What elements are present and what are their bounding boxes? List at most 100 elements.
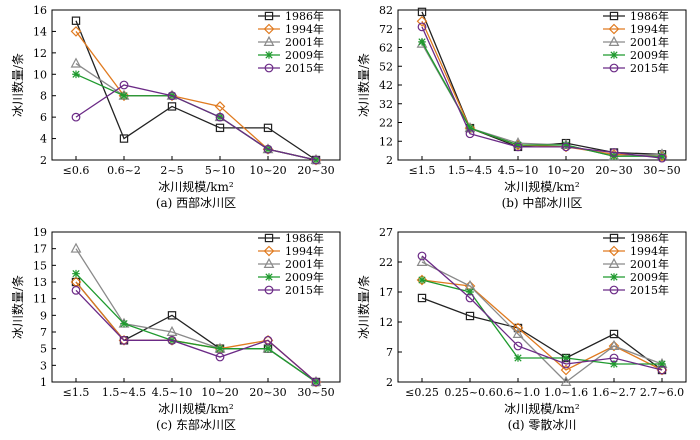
legend-marker: [265, 273, 273, 281]
plot-frame: [51, 9, 341, 161]
legend-label: 2001年: [630, 35, 669, 49]
data-point: [562, 354, 570, 362]
legend-label: 2015年: [285, 61, 324, 75]
panel-caption: (b) 中部冰川区: [502, 195, 583, 210]
data-point: [416, 274, 428, 286]
y-tick-label: 22: [379, 117, 393, 130]
series-line: [75, 31, 317, 161]
series-4: [418, 276, 666, 368]
x-tick-label: 1.5~4.5: [448, 164, 492, 177]
y-tick-label: 19: [33, 226, 47, 239]
data-point: [417, 251, 427, 261]
data-point: [119, 335, 129, 345]
series-line: [421, 279, 663, 371]
legend-marker: [609, 63, 619, 73]
x-tick-label: 1.5~4.5: [102, 386, 146, 399]
x-axis-label: 冰川规模/km²: [158, 179, 234, 194]
data-point: [416, 15, 428, 27]
data-point: [418, 276, 426, 284]
y-tick-label: 22: [379, 256, 393, 269]
data-point: [514, 141, 522, 149]
legend-label: 1994年: [630, 22, 669, 36]
y-tick-label: 42: [379, 79, 393, 92]
legend-label: 1986年: [285, 9, 324, 23]
x-tick-label: 0.6~1.0: [496, 386, 540, 399]
y-tick-label: 27: [379, 226, 393, 239]
y-tick-label: 2: [386, 376, 393, 389]
data-point: [70, 242, 82, 253]
y-tick-label: 8: [40, 90, 47, 103]
legend-label: 2009年: [630, 270, 669, 284]
data-point: [560, 375, 572, 386]
legend-marker: [608, 257, 620, 268]
legend-label: 2001年: [285, 257, 324, 271]
x-tick-label: ≤0.25: [405, 386, 439, 399]
legend-marker: [609, 233, 619, 243]
legend-marker: [609, 11, 619, 21]
x-tick-label: 5~10: [205, 164, 235, 177]
y-tick-label: 4: [40, 133, 47, 146]
y-tick-label: 13: [33, 276, 47, 289]
x-tick-label: 0.6~2: [107, 164, 141, 177]
series-1: [417, 7, 667, 159]
data-point: [416, 255, 428, 266]
y-axis-label: 冰川数量/条: [356, 53, 371, 117]
legend-label: 2009年: [285, 270, 324, 284]
x-axis-label: 冰川规模/km²: [504, 401, 580, 416]
series-5: [417, 22, 667, 163]
data-point: [513, 323, 523, 333]
series-line: [75, 289, 317, 383]
panel-caption: (d) 零散冰川: [508, 417, 577, 432]
y-tick-label: 2: [386, 154, 393, 167]
data-point: [71, 112, 81, 122]
data-point: [263, 123, 273, 133]
legend-label: 1986年: [630, 9, 669, 23]
x-tick-label: 10~20: [201, 386, 238, 399]
y-tick-label: 15: [33, 259, 47, 272]
data-point: [71, 285, 81, 295]
data-point: [513, 341, 523, 351]
data-point: [560, 364, 572, 376]
y-axis-label: 冰川数量/条: [10, 275, 25, 339]
legend-marker: [264, 63, 274, 73]
data-point: [657, 153, 667, 163]
data-point: [167, 102, 177, 111]
legend-marker: [610, 51, 618, 59]
y-tick-label: 12: [33, 47, 47, 60]
data-point: [215, 352, 225, 362]
legend-label: 2009年: [285, 48, 324, 62]
plot-frame: [51, 231, 341, 383]
data-point: [311, 155, 321, 165]
data-point: [609, 353, 619, 363]
x-tick-label: ≤0.6: [63, 164, 90, 177]
series-line: [421, 11, 663, 156]
data-point: [70, 26, 82, 37]
data-point: [167, 91, 177, 101]
panel-caption: (c) 东部冰川区: [156, 417, 236, 432]
x-tick-label: 1.0~1.6: [544, 386, 588, 399]
y-tick-label: 14: [33, 25, 47, 38]
x-tick-label: 1.6~2.7: [592, 386, 636, 399]
y-axis-label: 冰川数量/条: [10, 53, 25, 117]
y-tick-label: 11: [33, 293, 47, 306]
legend-label: 1994年: [630, 244, 669, 258]
data-point: [418, 38, 426, 46]
series-line: [421, 26, 663, 159]
data-point: [610, 360, 618, 368]
data-point: [417, 7, 427, 17]
data-point: [416, 37, 428, 48]
legend-marker: [263, 35, 275, 47]
data-point: [658, 360, 666, 368]
data-point: [608, 340, 620, 352]
series-4: [418, 38, 666, 161]
y-tick-label: 82: [379, 4, 393, 17]
legend-marker: [609, 285, 619, 295]
data-point: [417, 293, 427, 303]
data-point: [466, 124, 474, 132]
data-point: [215, 123, 225, 133]
y-tick-label: 7: [386, 346, 393, 359]
y-tick-label: 6: [40, 111, 47, 124]
x-tick-label: 20~30: [595, 164, 632, 177]
